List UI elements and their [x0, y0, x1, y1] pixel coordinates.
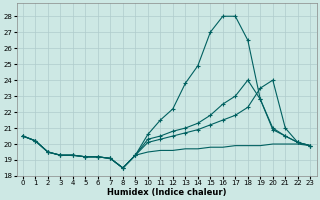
X-axis label: Humidex (Indice chaleur): Humidex (Indice chaleur): [107, 188, 226, 197]
